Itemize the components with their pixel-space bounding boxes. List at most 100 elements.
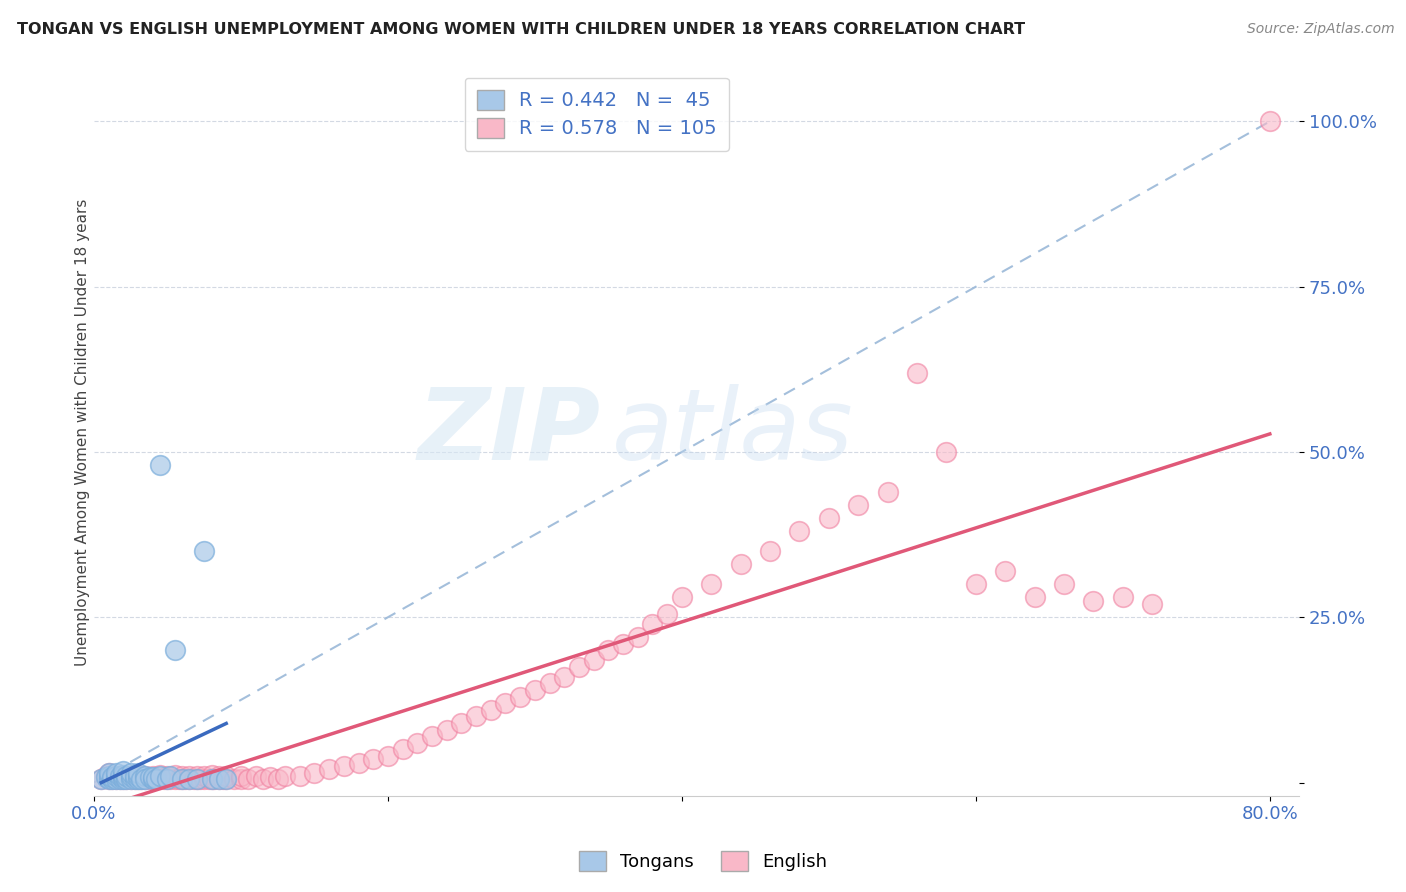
Point xyxy=(186,769,208,783)
Point xyxy=(112,764,135,778)
Point xyxy=(127,772,149,787)
Point xyxy=(377,749,399,764)
Point xyxy=(100,772,122,787)
Point xyxy=(110,772,132,787)
Point xyxy=(112,770,135,784)
Point xyxy=(641,616,664,631)
Point xyxy=(876,484,898,499)
Point xyxy=(215,772,238,787)
Point xyxy=(97,772,120,787)
Point xyxy=(97,769,120,783)
Point xyxy=(1053,577,1076,591)
Point xyxy=(115,772,138,787)
Point xyxy=(104,769,127,783)
Text: TONGAN VS ENGLISH UNEMPLOYMENT AMONG WOMEN WITH CHILDREN UNDER 18 YEARS CORRELAT: TONGAN VS ENGLISH UNEMPLOYMENT AMONG WOM… xyxy=(17,22,1025,37)
Text: atlas: atlas xyxy=(612,384,853,481)
Point xyxy=(935,445,957,459)
Text: Source: ZipAtlas.com: Source: ZipAtlas.com xyxy=(1247,22,1395,37)
Point xyxy=(582,653,605,667)
Point xyxy=(120,769,142,783)
Point xyxy=(94,769,117,783)
Point xyxy=(905,366,928,380)
Point xyxy=(134,772,156,787)
Point xyxy=(142,772,165,787)
Point xyxy=(100,772,122,787)
Point xyxy=(142,772,165,787)
Point xyxy=(200,772,222,787)
Point xyxy=(127,772,149,787)
Point xyxy=(333,759,356,773)
Point xyxy=(149,767,172,781)
Point xyxy=(789,524,811,539)
Point xyxy=(120,772,142,787)
Point xyxy=(156,769,179,783)
Point xyxy=(134,769,156,783)
Point xyxy=(509,690,531,704)
Point xyxy=(104,765,127,780)
Point xyxy=(274,769,297,783)
Point xyxy=(612,637,634,651)
Point xyxy=(149,458,172,473)
Point xyxy=(129,772,152,787)
Point xyxy=(523,683,546,698)
Point xyxy=(115,769,138,783)
Point xyxy=(391,742,413,756)
Point xyxy=(104,769,127,783)
Point xyxy=(167,772,190,787)
Point xyxy=(153,772,176,787)
Point xyxy=(215,769,238,783)
Point xyxy=(266,772,288,787)
Point xyxy=(134,769,156,783)
Point xyxy=(479,703,502,717)
Point xyxy=(142,770,165,784)
Point xyxy=(112,772,135,787)
Point xyxy=(730,558,752,572)
Point xyxy=(238,772,260,787)
Y-axis label: Unemployment Among Women with Children Under 18 years: Unemployment Among Women with Children U… xyxy=(76,198,90,665)
Point xyxy=(222,772,245,787)
Point xyxy=(229,769,252,783)
Point xyxy=(553,670,575,684)
Point xyxy=(759,544,782,558)
Point xyxy=(163,772,186,787)
Point xyxy=(104,772,127,787)
Point xyxy=(120,765,142,780)
Point xyxy=(208,769,231,783)
Point xyxy=(193,772,215,787)
Point xyxy=(179,772,201,787)
Point xyxy=(215,772,238,787)
Point xyxy=(259,770,281,784)
Point xyxy=(156,772,179,787)
Point xyxy=(163,643,186,657)
Text: ZIP: ZIP xyxy=(418,384,600,481)
Point xyxy=(110,772,132,787)
Point xyxy=(193,544,215,558)
Point xyxy=(174,772,197,787)
Point xyxy=(252,772,274,787)
Point xyxy=(179,772,201,787)
Point xyxy=(112,772,135,787)
Point xyxy=(142,769,165,783)
Point xyxy=(598,643,620,657)
Point xyxy=(436,723,458,737)
Point xyxy=(700,577,723,591)
Point xyxy=(568,660,591,674)
Point xyxy=(124,769,146,783)
Point xyxy=(200,772,222,787)
Point xyxy=(97,765,120,780)
Point xyxy=(204,772,226,787)
Point xyxy=(657,607,679,621)
Point xyxy=(186,772,208,787)
Point xyxy=(186,772,208,787)
Point xyxy=(163,767,186,781)
Point xyxy=(120,769,142,783)
Point xyxy=(97,772,120,787)
Point xyxy=(159,772,181,787)
Point xyxy=(450,716,472,731)
Point xyxy=(104,772,127,787)
Point xyxy=(134,772,156,787)
Point xyxy=(1142,597,1164,611)
Point xyxy=(110,769,132,783)
Point xyxy=(149,769,172,783)
Point xyxy=(627,630,650,644)
